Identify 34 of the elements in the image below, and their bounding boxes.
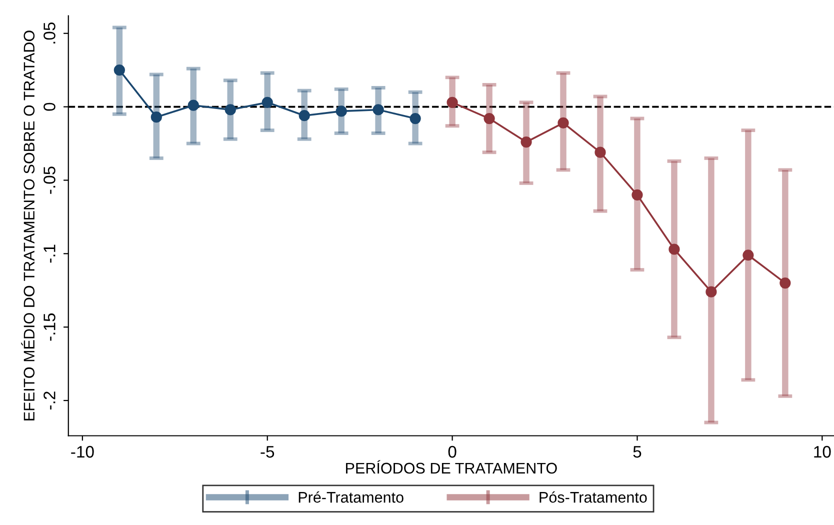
point	[372, 104, 384, 116]
x-axis-title: PERÍODOS DE TRATAMENTO	[346, 460, 557, 474]
point	[410, 112, 421, 124]
point	[188, 100, 199, 111]
point	[742, 250, 754, 261]
x-tick-label: 5	[633, 446, 642, 458]
point	[668, 244, 680, 255]
point	[114, 64, 125, 76]
y-axis-title: EFEITO MÉDIO DO TRATAMENTO SOBRE O TRATADO	[21, 30, 35, 420]
point	[262, 96, 273, 108]
point	[298, 110, 310, 122]
x-tick-label: 10	[814, 446, 831, 458]
point	[150, 112, 162, 123]
point	[224, 104, 236, 116]
x-tick-label: -5	[260, 446, 274, 458]
x-tick-label: -10	[71, 446, 94, 458]
point	[780, 277, 791, 289]
legend-label: Pós-Tratamento	[540, 491, 647, 503]
point	[336, 106, 347, 117]
y-tick-label: 0	[44, 102, 56, 111]
point	[594, 146, 606, 158]
point	[558, 117, 569, 129]
point	[632, 189, 643, 200]
point	[520, 136, 532, 148]
point	[446, 96, 458, 108]
y-tick-label: -.15	[44, 313, 56, 341]
y-tick-label: -.05	[44, 166, 56, 194]
y-tick-label: -.2	[44, 392, 56, 410]
point	[706, 286, 717, 298]
x-tick-label: 0	[448, 446, 456, 458]
legend-label: Pré-Tratamento	[298, 491, 404, 503]
y-tick-label: .05	[44, 22, 56, 44]
y-tick-label: -.1	[44, 244, 56, 263]
point	[484, 112, 495, 124]
